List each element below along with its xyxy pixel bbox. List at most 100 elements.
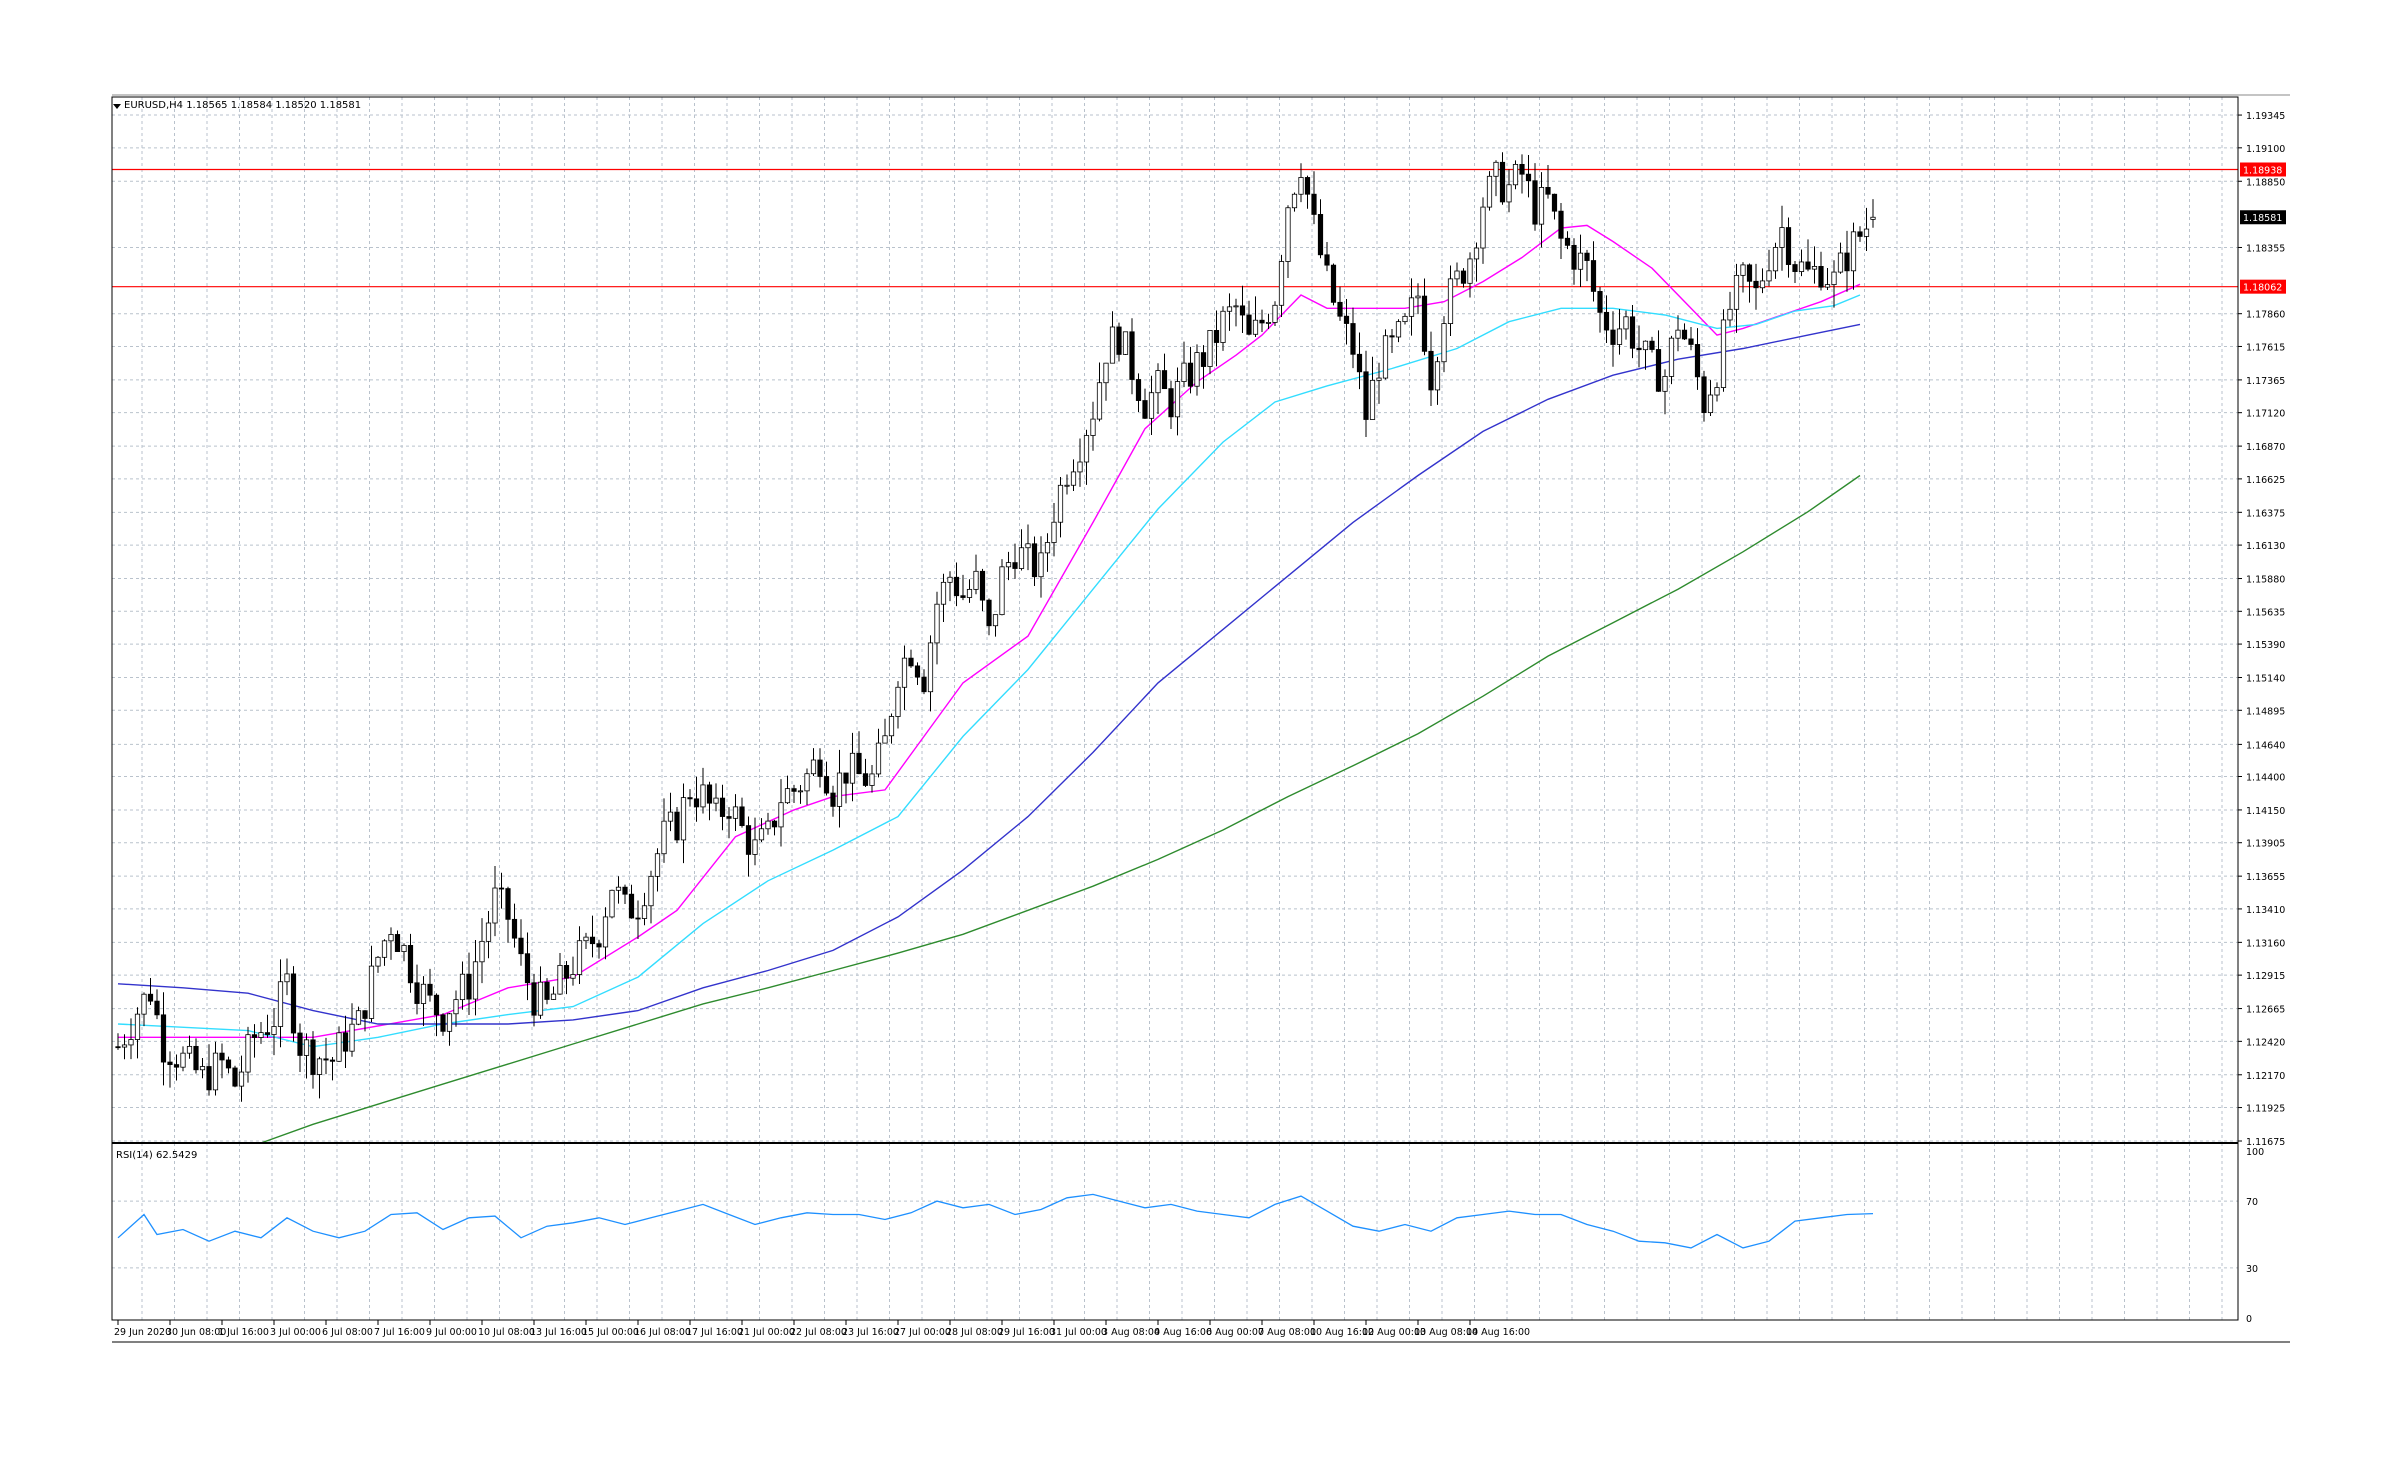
candle-body[interactable] bbox=[602, 916, 609, 948]
candle-body[interactable] bbox=[316, 1058, 323, 1075]
candle-body[interactable] bbox=[830, 792, 836, 807]
candle-body[interactable] bbox=[992, 614, 999, 627]
candle-body[interactable] bbox=[615, 886, 622, 891]
candle-body[interactable] bbox=[1330, 264, 1337, 303]
candle-body[interactable] bbox=[999, 566, 1005, 616]
candle-body[interactable] bbox=[1174, 381, 1181, 418]
candle-body[interactable] bbox=[1603, 311, 1610, 331]
candle-body[interactable] bbox=[544, 981, 550, 1000]
candle-body[interactable] bbox=[459, 973, 466, 1001]
candle-body[interactable] bbox=[1766, 270, 1772, 282]
candle-body[interactable] bbox=[329, 1059, 336, 1062]
candle-body[interactable] bbox=[765, 820, 771, 830]
candle-body[interactable] bbox=[1870, 216, 1876, 220]
candle-body[interactable] bbox=[277, 981, 284, 1027]
candle-body[interactable] bbox=[1727, 308, 1733, 321]
candle-body[interactable] bbox=[570, 974, 576, 979]
candle-body[interactable] bbox=[1532, 180, 1538, 225]
candle-body[interactable] bbox=[856, 752, 862, 775]
candle-body[interactable] bbox=[901, 657, 908, 688]
candle-body[interactable] bbox=[1200, 352, 1207, 367]
candle-body[interactable] bbox=[1103, 362, 1109, 384]
candle-body[interactable] bbox=[1252, 319, 1259, 335]
candle-body[interactable] bbox=[966, 588, 973, 598]
candle-body[interactable] bbox=[1090, 418, 1096, 436]
candle-body[interactable] bbox=[1759, 280, 1766, 289]
candle-body[interactable] bbox=[1629, 316, 1636, 349]
candle-body[interactable] bbox=[238, 1071, 245, 1087]
candle-body[interactable] bbox=[823, 776, 830, 794]
candle-body[interactable] bbox=[1857, 231, 1863, 237]
candle-body[interactable] bbox=[1304, 177, 1311, 195]
candle-body[interactable] bbox=[849, 752, 856, 784]
candle-body[interactable] bbox=[433, 994, 440, 1016]
candle-body[interactable] bbox=[648, 875, 654, 907]
candle-body[interactable] bbox=[193, 1045, 199, 1071]
candle-body[interactable] bbox=[1187, 362, 1194, 387]
candle-body[interactable] bbox=[791, 788, 797, 792]
candle-body[interactable] bbox=[745, 825, 752, 855]
candle-body[interactable] bbox=[1259, 319, 1265, 324]
candle-body[interactable] bbox=[713, 797, 719, 804]
candle-body[interactable] bbox=[706, 784, 713, 804]
candle-body[interactable] bbox=[654, 853, 661, 877]
candle-body[interactable] bbox=[1610, 329, 1616, 345]
candle-body[interactable] bbox=[498, 887, 505, 890]
candle-body[interactable] bbox=[1083, 435, 1090, 463]
candle-body[interactable] bbox=[1317, 214, 1324, 256]
candle-body[interactable] bbox=[323, 1058, 329, 1061]
candle-body[interactable] bbox=[1402, 315, 1408, 323]
candle-body[interactable] bbox=[719, 797, 726, 817]
candle-body[interactable] bbox=[1363, 371, 1369, 420]
candle-body[interactable] bbox=[1584, 252, 1590, 261]
candle-body[interactable] bbox=[134, 1013, 141, 1040]
candle-body[interactable] bbox=[1714, 387, 1720, 396]
candle-body[interactable] bbox=[394, 934, 401, 952]
candle-body[interactable] bbox=[732, 806, 739, 819]
candle-body[interactable] bbox=[1642, 340, 1649, 351]
candle-body[interactable] bbox=[934, 603, 940, 644]
candle-body[interactable] bbox=[472, 961, 479, 1000]
candle-body[interactable] bbox=[271, 1026, 277, 1035]
candle-body[interactable] bbox=[557, 964, 563, 995]
candle-body[interactable] bbox=[531, 982, 537, 1016]
candle-body[interactable] bbox=[1350, 323, 1356, 355]
candle-body[interactable] bbox=[297, 1032, 303, 1056]
candle-body[interactable] bbox=[1168, 388, 1174, 418]
candle-body[interactable] bbox=[1226, 306, 1233, 312]
candle-body[interactable] bbox=[1441, 323, 1447, 363]
candle-body[interactable] bbox=[869, 773, 875, 786]
candle-body[interactable] bbox=[212, 1052, 219, 1091]
candle-body[interactable] bbox=[258, 1032, 264, 1038]
candle-body[interactable] bbox=[1597, 291, 1603, 313]
candle-body[interactable] bbox=[1486, 175, 1493, 208]
candle-body[interactable] bbox=[453, 999, 459, 1015]
candle-body[interactable] bbox=[167, 1061, 173, 1065]
candle-body[interactable] bbox=[563, 964, 570, 979]
candle-body[interactable] bbox=[1122, 331, 1129, 355]
candle-body[interactable] bbox=[1792, 264, 1798, 272]
candle-body[interactable] bbox=[303, 1039, 310, 1056]
candle-body[interactable] bbox=[1746, 264, 1753, 282]
candle-body[interactable] bbox=[1811, 266, 1818, 270]
candle-body[interactable] bbox=[1428, 350, 1434, 391]
candle-body[interactable] bbox=[492, 887, 498, 924]
candle-body[interactable] bbox=[1844, 252, 1850, 272]
candle-body[interactable] bbox=[622, 886, 628, 895]
candle-body[interactable] bbox=[1837, 252, 1844, 273]
candle-body[interactable] bbox=[1031, 543, 1038, 578]
candle-body[interactable] bbox=[121, 1044, 128, 1048]
candle-body[interactable] bbox=[1512, 163, 1519, 186]
candle-body[interactable] bbox=[1246, 314, 1252, 335]
candle-body[interactable] bbox=[986, 599, 992, 627]
candle-body[interactable] bbox=[1577, 252, 1584, 270]
candle-body[interactable] bbox=[1772, 247, 1779, 272]
candle-body[interactable] bbox=[1434, 361, 1441, 391]
candle-body[interactable] bbox=[1798, 261, 1805, 272]
candle-body[interactable] bbox=[446, 1013, 453, 1032]
candle-body[interactable] bbox=[804, 773, 810, 792]
chart-menu-icon[interactable] bbox=[113, 104, 121, 109]
candle-body[interactable] bbox=[1382, 335, 1389, 379]
candle-body[interactable] bbox=[420, 983, 427, 1004]
candle-body[interactable] bbox=[407, 945, 414, 984]
